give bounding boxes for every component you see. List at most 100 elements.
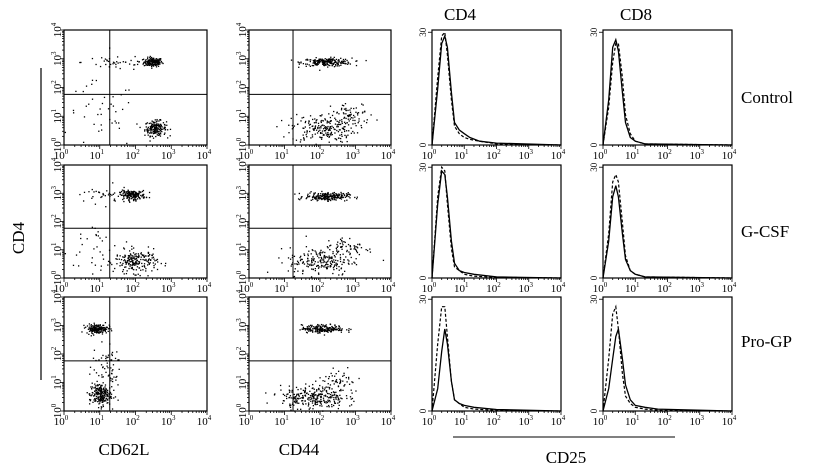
scatter-point bbox=[352, 130, 354, 133]
scatter-point bbox=[286, 393, 288, 396]
scatter-point bbox=[334, 195, 336, 198]
scatter-point bbox=[317, 193, 319, 196]
scatter-point bbox=[299, 199, 301, 201]
scatter-point bbox=[127, 260, 129, 262]
scatter-point bbox=[292, 397, 295, 399]
scatter-point bbox=[341, 196, 343, 198]
x-tick-label: 103 bbox=[161, 414, 176, 428]
scatter-point bbox=[297, 123, 299, 125]
scatter-point bbox=[93, 123, 95, 126]
scatter-point bbox=[274, 393, 276, 395]
scatter-point bbox=[347, 114, 349, 117]
scatter-point bbox=[139, 191, 141, 193]
scatter-point bbox=[325, 400, 327, 403]
scatter-point bbox=[328, 240, 330, 242]
scatter-point bbox=[92, 329, 94, 332]
scatter-point bbox=[349, 396, 352, 398]
y-tick-label: 102 bbox=[50, 214, 64, 229]
scatter-point bbox=[125, 263, 127, 265]
scatter-point bbox=[95, 388, 97, 390]
scatter-point bbox=[343, 126, 345, 128]
scatter-point bbox=[322, 399, 325, 401]
scatter-point bbox=[300, 61, 302, 63]
scatter-point bbox=[142, 189, 145, 192]
scatter-point bbox=[105, 328, 107, 330]
scatter-point bbox=[121, 264, 123, 266]
scatter-point bbox=[97, 325, 99, 327]
scatter-point bbox=[104, 390, 106, 392]
scatter-point bbox=[306, 326, 308, 328]
scatter-point bbox=[333, 264, 336, 266]
scatter-point bbox=[132, 194, 135, 196]
scatter-point bbox=[157, 65, 160, 67]
scatter-point bbox=[337, 60, 339, 62]
scatter-point bbox=[325, 134, 328, 136]
scatter-point bbox=[294, 401, 296, 403]
scatter-point bbox=[313, 263, 316, 265]
scatter-point bbox=[156, 129, 158, 131]
scatter-point bbox=[100, 124, 102, 126]
scatter-point bbox=[266, 402, 268, 404]
scatter-point bbox=[321, 405, 323, 407]
scatter-point bbox=[365, 121, 368, 124]
scatter-point bbox=[146, 129, 148, 132]
scatter-point bbox=[126, 142, 128, 145]
scatter-point bbox=[334, 381, 337, 383]
scatter-point bbox=[313, 392, 316, 394]
scatter-point bbox=[94, 393, 96, 395]
scatter-point bbox=[341, 135, 343, 137]
scatter-point bbox=[340, 239, 343, 242]
scatter-point bbox=[316, 265, 318, 267]
scatter-point bbox=[347, 367, 349, 369]
scatter-point bbox=[107, 328, 109, 330]
scatter-point bbox=[154, 260, 156, 262]
scatter-point bbox=[93, 328, 95, 330]
scatter-point bbox=[314, 133, 316, 135]
x-tick-label: 100 bbox=[54, 148, 69, 162]
scatter-point bbox=[111, 353, 113, 355]
scatter-point bbox=[320, 115, 322, 117]
scatter-point bbox=[349, 118, 351, 120]
scatter-point bbox=[333, 191, 336, 194]
scatter-point bbox=[112, 270, 114, 273]
scatter-point bbox=[103, 392, 106, 394]
scatter-point bbox=[132, 255, 134, 257]
scatter-point bbox=[306, 59, 308, 61]
scatter-point bbox=[105, 332, 107, 334]
scatter-point bbox=[302, 137, 305, 139]
scatter-point bbox=[100, 265, 102, 267]
scatter-point bbox=[336, 249, 338, 251]
scatter-point bbox=[301, 400, 303, 402]
scatter-point bbox=[320, 59, 323, 61]
scatter-point bbox=[99, 331, 102, 334]
scatter-point bbox=[333, 268, 335, 271]
scatter-point bbox=[311, 387, 313, 390]
scatter-point bbox=[334, 128, 336, 131]
scatter-point bbox=[307, 260, 309, 262]
scatter-point bbox=[102, 398, 105, 400]
scatter-point bbox=[108, 261, 111, 263]
scatter-point bbox=[316, 64, 319, 66]
scatter-point bbox=[342, 112, 345, 114]
scatter-point bbox=[147, 59, 150, 61]
scatter-point bbox=[99, 326, 101, 329]
scatter-point bbox=[306, 332, 308, 334]
scatter-point bbox=[339, 242, 341, 245]
scatter-point bbox=[325, 386, 327, 388]
scatter-point bbox=[147, 132, 149, 134]
scatter-point bbox=[124, 194, 126, 197]
scatter-point bbox=[317, 397, 319, 399]
histogram-solid-line bbox=[602, 328, 733, 412]
scatter-point bbox=[143, 259, 146, 261]
scatter-point bbox=[116, 255, 118, 257]
scatter-point bbox=[348, 331, 350, 333]
scatter-point bbox=[119, 255, 121, 257]
scatter-point bbox=[349, 252, 351, 255]
scatter-point bbox=[299, 259, 302, 262]
scatter-point bbox=[72, 109, 75, 112]
scatter-point bbox=[96, 246, 98, 248]
scatter-point bbox=[346, 397, 348, 400]
histogram-dashed-line bbox=[431, 306, 562, 412]
scatter-point bbox=[322, 261, 324, 264]
scatter-point bbox=[329, 105, 332, 107]
